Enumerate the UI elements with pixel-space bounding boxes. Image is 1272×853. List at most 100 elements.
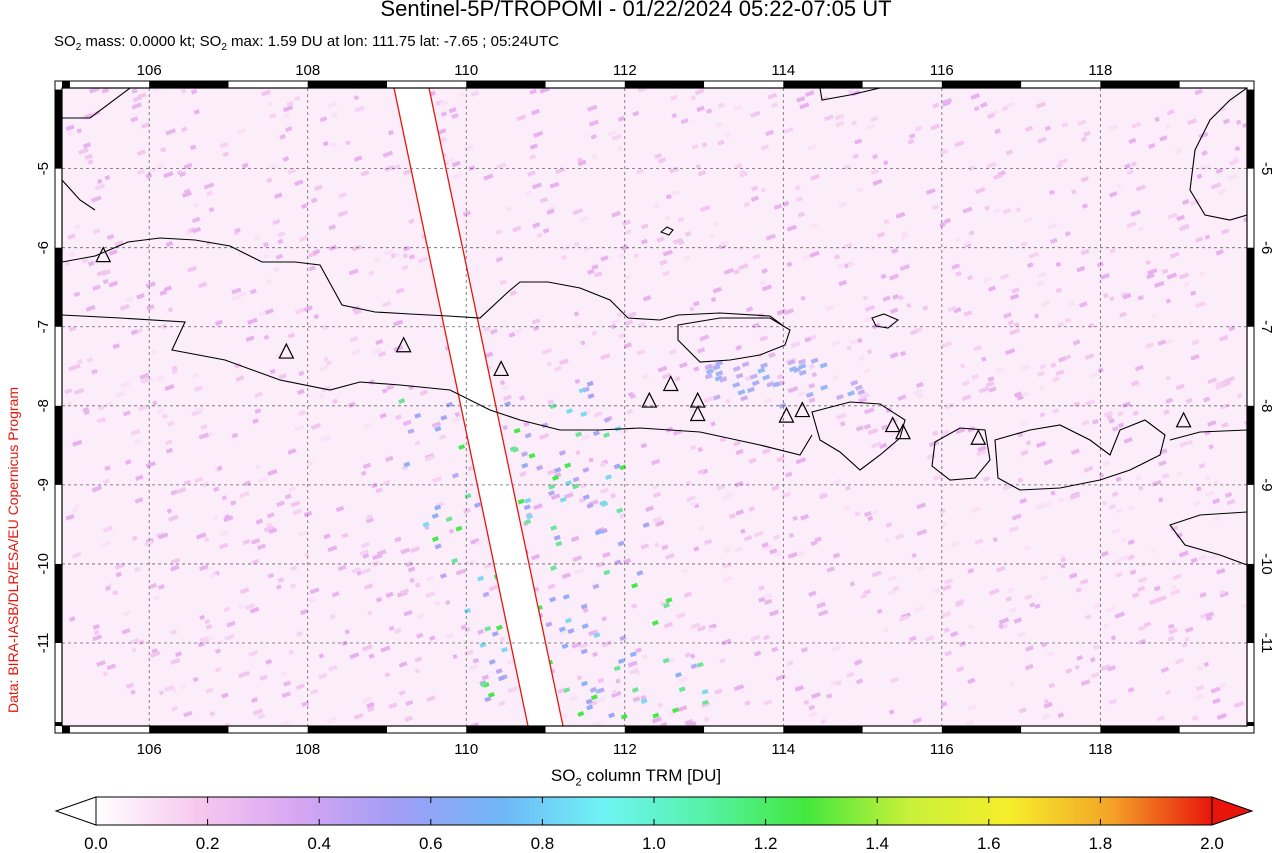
field-pixel-elevated bbox=[719, 376, 728, 383]
field-pixel bbox=[931, 204, 939, 211]
field-pixel bbox=[692, 300, 700, 307]
field-pixel-elevated bbox=[536, 464, 544, 471]
field-pixel bbox=[652, 483, 659, 490]
field-pixel bbox=[94, 183, 106, 191]
field-pixel bbox=[707, 627, 714, 633]
field-pixel bbox=[170, 557, 181, 565]
field-pixel-elevated bbox=[580, 648, 588, 655]
field-pixel bbox=[135, 474, 144, 481]
field-pixel bbox=[591, 720, 602, 726]
field-pixel bbox=[547, 583, 556, 590]
field-pixel bbox=[318, 393, 326, 399]
field-pixel bbox=[583, 246, 591, 253]
colorbar-max-arrow bbox=[1211, 796, 1254, 826]
field-pixel bbox=[1170, 525, 1179, 532]
field-pixel bbox=[800, 646, 809, 653]
field-pixel bbox=[618, 512, 626, 519]
field-pixel bbox=[341, 532, 349, 539]
volcano-icon bbox=[395, 336, 412, 353]
field-pixel bbox=[1035, 101, 1047, 109]
field-pixel bbox=[166, 508, 173, 514]
field-pixel bbox=[984, 205, 990, 211]
field-pixel bbox=[205, 687, 214, 694]
field-pixel bbox=[941, 341, 953, 349]
field-pixel bbox=[911, 552, 917, 559]
field-pixel bbox=[625, 229, 632, 235]
field-pixel bbox=[193, 385, 204, 392]
field-pixel-elevated bbox=[528, 452, 536, 459]
field-pixel bbox=[1092, 644, 1100, 651]
field-pixel bbox=[1222, 118, 1230, 125]
field-pixel bbox=[752, 253, 761, 260]
field-pixel bbox=[261, 89, 272, 97]
field-pixel-elevated bbox=[746, 386, 755, 393]
field-pixel bbox=[1103, 410, 1114, 418]
field-pixel-elevated bbox=[548, 490, 556, 497]
field-pixel bbox=[658, 157, 667, 164]
field-pixel bbox=[561, 572, 571, 580]
field-pixel bbox=[1107, 124, 1118, 132]
field-pixel bbox=[1057, 712, 1065, 719]
field-pixel bbox=[1050, 490, 1056, 496]
field-pixel-elevated bbox=[524, 519, 532, 525]
field-pixel bbox=[966, 274, 973, 281]
field-pixel bbox=[121, 628, 131, 635]
field-pixel bbox=[908, 133, 916, 139]
field-pixel bbox=[871, 441, 882, 449]
field-pixel bbox=[1092, 602, 1103, 609]
field-pixel bbox=[1219, 589, 1226, 596]
field-pixel bbox=[221, 692, 229, 699]
field-pixel bbox=[992, 208, 1001, 215]
field-pixel bbox=[501, 384, 510, 391]
field-pixel bbox=[130, 116, 139, 123]
field-pixel bbox=[1029, 602, 1036, 608]
field-pixel bbox=[769, 548, 778, 555]
field-pixel-elevated bbox=[751, 380, 760, 387]
field-pixel-elevated bbox=[566, 408, 574, 414]
field-pixel bbox=[1120, 554, 1130, 562]
field-pixel-elevated bbox=[524, 432, 532, 439]
field-pixel bbox=[1023, 544, 1032, 551]
field-pixel bbox=[1190, 354, 1200, 361]
field-pixel bbox=[722, 575, 733, 583]
field-pixel bbox=[231, 432, 239, 439]
field-pixel-elevated bbox=[586, 704, 594, 711]
field-pixel bbox=[249, 288, 257, 295]
field-pixel-elevated bbox=[558, 450, 566, 456]
field-pixel bbox=[1075, 587, 1082, 593]
field-pixel bbox=[381, 300, 392, 308]
field-pixel bbox=[1135, 184, 1146, 192]
field-pixel bbox=[795, 196, 803, 203]
field-pixel bbox=[67, 233, 76, 240]
field-pixel bbox=[88, 260, 95, 267]
field-pixel bbox=[198, 564, 209, 572]
field-pixel bbox=[1192, 500, 1202, 507]
field-pixel bbox=[216, 465, 223, 471]
field-pixel bbox=[686, 495, 696, 503]
field-pixel bbox=[886, 574, 898, 582]
field-pixel bbox=[331, 112, 339, 118]
field-pixel bbox=[1061, 121, 1069, 128]
field-pixel bbox=[661, 544, 669, 551]
field-pixel bbox=[402, 245, 411, 252]
lon-tick-label: 116 bbox=[930, 62, 954, 79]
field-pixel bbox=[363, 422, 372, 429]
field-pixel bbox=[367, 610, 373, 616]
field-pixel bbox=[723, 547, 731, 554]
field-pixel bbox=[183, 162, 193, 170]
field-pixel bbox=[247, 317, 258, 325]
field-pixel bbox=[268, 527, 278, 535]
field-pixel bbox=[734, 163, 743, 170]
field-pixel bbox=[1055, 287, 1063, 294]
field-pixel bbox=[800, 295, 806, 301]
lon-tick-label: 118 bbox=[1088, 741, 1112, 758]
field-pixel bbox=[868, 245, 875, 251]
field-pixel bbox=[775, 673, 786, 682]
field-pixel bbox=[251, 558, 260, 565]
field-pixel bbox=[617, 116, 625, 122]
field-pixel bbox=[763, 592, 772, 600]
field-pixel bbox=[276, 500, 285, 508]
field-pixel bbox=[1207, 377, 1218, 385]
field-pixel bbox=[733, 440, 741, 447]
field-pixel bbox=[115, 571, 122, 578]
